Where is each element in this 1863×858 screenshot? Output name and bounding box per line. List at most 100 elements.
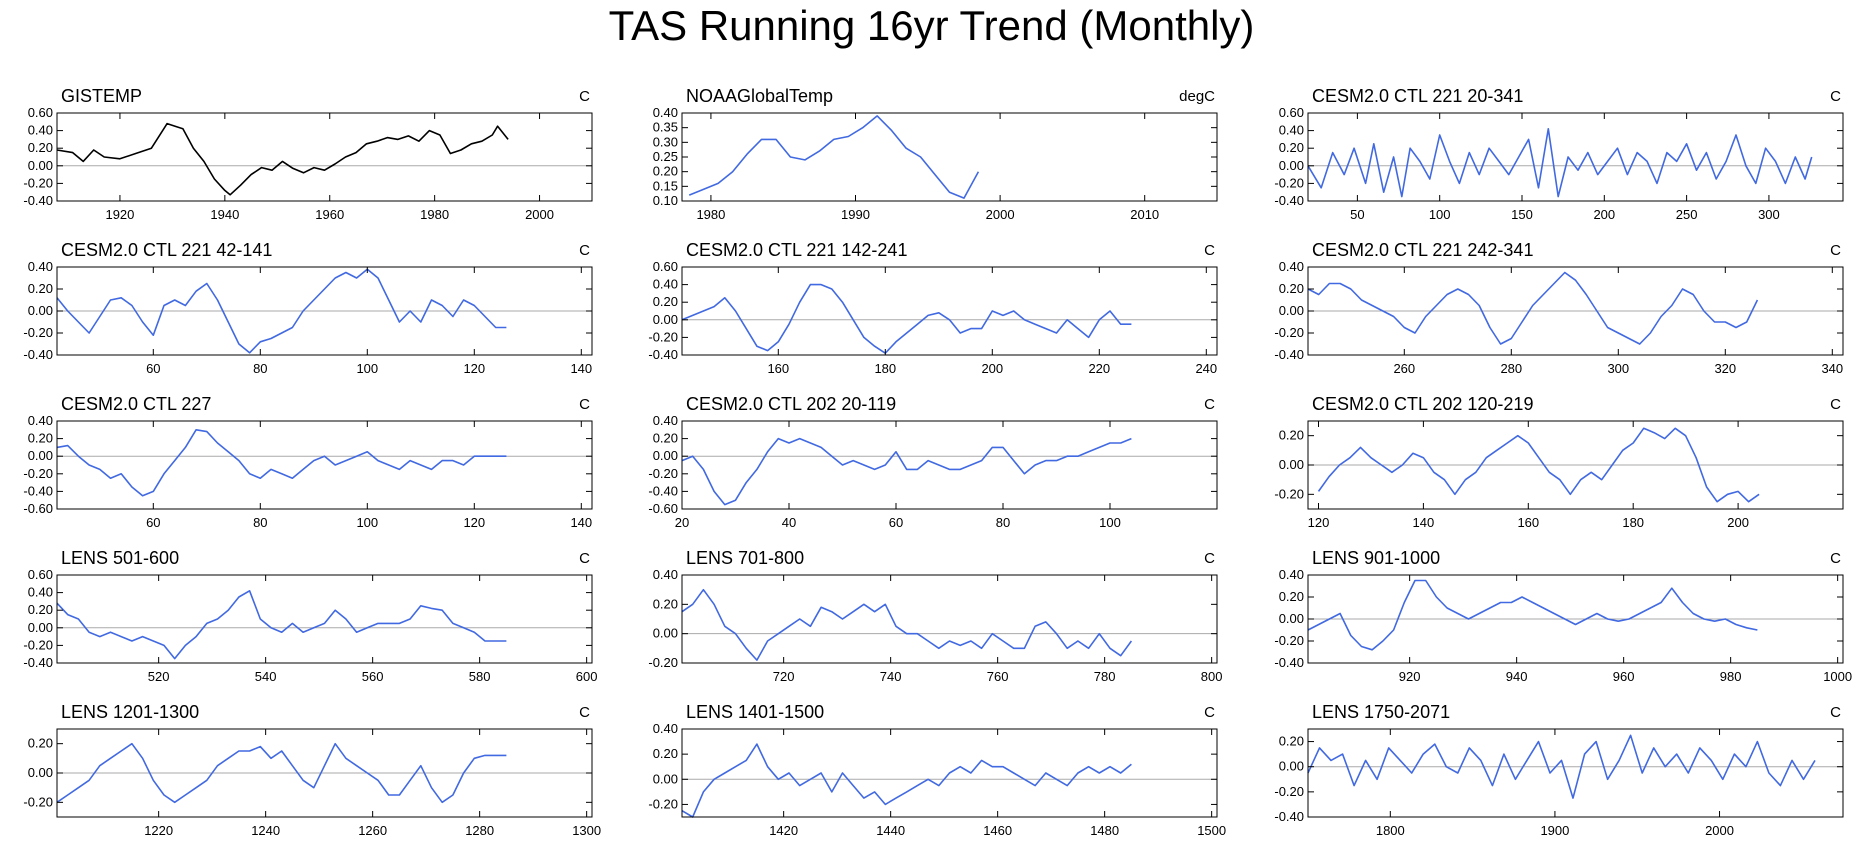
y-tick-label: 0.40: [1279, 123, 1304, 138]
x-tick-label: 20: [675, 515, 689, 530]
panel-title: CESM2.0 CTL 221 242-341: [1312, 240, 1534, 260]
x-tick-label: 250: [1676, 207, 1698, 222]
x-tick-label: 800: [1201, 669, 1223, 684]
y-tick-label: -0.40: [1274, 347, 1304, 362]
series-line: [1307, 128, 1813, 198]
x-tick-label: 80: [996, 515, 1010, 530]
panel-title: LENS 1401-1500: [686, 702, 825, 722]
y-tick-label: 0.20: [28, 602, 53, 617]
y-tick-label: 0.40: [653, 721, 678, 736]
plot-frame: [1307, 112, 1844, 202]
panel-plot: -0.40 -0.20 0.00 0.20 0.40 60 80 100 120 140: [23, 259, 593, 376]
x-tick-label: 100: [356, 515, 378, 530]
chart-panel: GISTEMP C -0.40 -0.20 0.00 0.20 0.40 0.60 1920 19…: [23, 86, 593, 231]
x-tick-label: 120: [463, 361, 485, 376]
x-tick-label: 720: [773, 669, 795, 684]
panel-plot: -0.60 -0.40 -0.20 0.00 0.20 0.40 20 40 60 80 100: [648, 413, 1218, 530]
panel-plot: -0.40 -0.20 0.00 0.20 0.40 0.60 160 180 200 220 24…: [648, 259, 1218, 376]
panel-units: C: [1830, 704, 1841, 721]
x-tick-label: 1960: [315, 207, 344, 222]
series-line: [681, 588, 1133, 661]
panel-plot: -0.40 -0.20 0.00 0.20 0.40 0.60 520 540 560 580 60…: [23, 567, 597, 684]
x-tick-label: 1440: [876, 823, 905, 838]
y-tick-label: 0.60: [28, 567, 53, 582]
x-tick-label: 180: [1622, 515, 1644, 530]
x-tick-label: 100: [356, 361, 378, 376]
x-tick-label: 1300: [572, 823, 601, 838]
y-tick-label: 0.40: [28, 413, 53, 428]
chart-panel: LENS 501-600 C -0.40 -0.20 0.00 0.20 0.40 0.60 5…: [23, 548, 597, 693]
y-tick-label: 0.35: [653, 120, 678, 135]
chart-panel: LENS 1201-1300 C -0.20 0.00 0.20 1220 1240 1260…: [23, 702, 601, 847]
x-tick-label: 50: [1350, 207, 1364, 222]
series-line: [56, 268, 507, 354]
x-tick-label: 80: [253, 361, 267, 376]
x-tick-label: 80: [253, 515, 267, 530]
chart-panel: LENS 1750-2071 C -0.40 -0.20 0.00 0.20 1800 190…: [1274, 702, 1844, 847]
x-tick-label: 140: [570, 515, 592, 530]
x-tick-label: 180: [874, 361, 896, 376]
y-tick-label: 0.60: [1279, 105, 1304, 120]
series-line: [56, 429, 507, 497]
y-tick-label: 0.40: [653, 413, 678, 428]
x-tick-label: 2000: [1705, 823, 1734, 838]
x-tick-label: 2000: [986, 207, 1015, 222]
x-tick-label: 280: [1500, 361, 1522, 376]
x-tick-label: 60: [146, 515, 160, 530]
x-tick-label: 220: [1088, 361, 1110, 376]
panel-units: C: [1830, 88, 1841, 105]
panel-plot: -0.40 -0.20 0.00 0.20 1800 1900 2000: [1274, 728, 1844, 838]
panel-plot: 0.100.150.200.250.300.350.40 1980 1990 2000…: [653, 105, 1218, 222]
chart-panel: CESM2.0 CTL 221 142-241 C -0.40 -0.20 0.00 0.…: [648, 240, 1218, 385]
chart-panel: CESM2.0 CTL 202 120-219 C -0.20 0.00 0.20 120…: [1274, 394, 1844, 539]
x-tick-label: 540: [255, 669, 277, 684]
series-line: [56, 122, 509, 196]
y-tick-label: -0.40: [23, 483, 53, 498]
x-tick-label: 200: [981, 361, 1003, 376]
plot-frame: [681, 420, 1218, 510]
x-tick-label: 1000: [1823, 669, 1852, 684]
plot-frame: [56, 112, 593, 202]
y-tick-label: -0.20: [23, 175, 53, 190]
y-tick-label: 0.20: [653, 596, 678, 611]
y-tick-label: 0.20: [28, 431, 53, 446]
plot-frame: [681, 574, 1218, 664]
y-tick-label: 0.00: [1279, 303, 1304, 318]
y-tick-label: -0.20: [1274, 175, 1304, 190]
y-tick-label: 0.40: [28, 259, 53, 274]
panel-plot: -0.20 0.00 0.20 0.40 720 740 760 780 800: [648, 567, 1222, 684]
y-tick-label: 0.00: [28, 620, 53, 635]
y-tick-label: -0.20: [648, 329, 678, 344]
panel-plot: -0.60 -0.40 -0.20 0.00 0.20 0.40 60 80 100 120 140: [23, 413, 593, 530]
x-tick-label: 1940: [210, 207, 239, 222]
series-line: [681, 743, 1132, 818]
x-tick-label: 780: [1094, 669, 1116, 684]
y-tick-label: 0.00: [1279, 759, 1304, 774]
series-line: [1307, 734, 1816, 799]
chart-panel: LENS 901-1000 C -0.40 -0.20 0.00 0.20 0.40 920 9…: [1274, 548, 1852, 693]
page-title: TAS Running 16yr Trend (Monthly): [608, 2, 1255, 49]
panel-title: CESM2.0 CTL 221 142-241: [686, 240, 908, 260]
x-tick-label: 340: [1821, 361, 1843, 376]
x-tick-label: 1280: [465, 823, 494, 838]
y-tick-label: -0.20: [1274, 325, 1304, 340]
panel-units: C: [1830, 396, 1841, 413]
y-tick-label: -0.40: [648, 483, 678, 498]
x-tick-label: 100: [1429, 207, 1451, 222]
panel-units: C: [1204, 396, 1215, 413]
x-tick-label: 300: [1607, 361, 1629, 376]
y-tick-label: 0.60: [653, 259, 678, 274]
y-tick-label: -0.20: [1274, 486, 1304, 501]
plot-frame: [56, 574, 593, 664]
x-tick-label: 760: [987, 669, 1009, 684]
y-tick-label: 0.10: [653, 193, 678, 208]
y-tick-label: -0.60: [23, 501, 53, 516]
panel-title: CESM2.0 CTL 202 120-219: [1312, 394, 1534, 414]
chart-panel: CESM2.0 CTL 221 42-141 C -0.40 -0.20 0.00 0.2…: [23, 240, 593, 385]
y-tick-label: 0.00: [1279, 158, 1304, 173]
plot-frame: [1307, 728, 1844, 818]
panel-plot: -0.40 -0.20 0.00 0.20 0.40 920 940 960 980 1000: [1274, 567, 1852, 684]
y-tick-label: -0.20: [1274, 633, 1304, 648]
y-tick-label: 0.00: [1279, 611, 1304, 626]
plot-frame: [681, 728, 1218, 818]
